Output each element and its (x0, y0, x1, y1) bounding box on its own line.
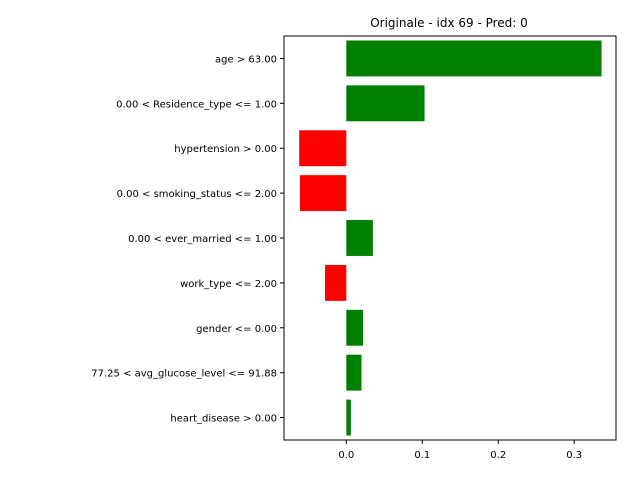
y-tick-label-2: hypertension > 0.00 (174, 144, 277, 155)
y-tick-label-5: work_type <= 2.00 (180, 279, 277, 290)
bars-group (299, 40, 602, 436)
chart-title: Originale - idx 69 - Pred: 0 (370, 16, 528, 30)
bar-1 (346, 85, 425, 122)
y-tick-label-7: 77.25 < avg_glucose_level <= 91.88 (91, 369, 277, 380)
x-ticks: 0.0 0.1 0.2 0.3 (338, 440, 582, 461)
plot-frame (283, 35, 617, 441)
x-tick-label-3: 0.3 (566, 450, 582, 461)
bar-0 (346, 40, 602, 77)
y-tick-label-8: heart_disease > 0.00 (170, 414, 277, 425)
x-tick-label-0: 0.0 (338, 450, 354, 461)
x-tick-label-1: 0.1 (414, 450, 430, 461)
bar-5 (325, 264, 347, 301)
y-tick-label-6: gender <= 0.00 (196, 324, 277, 335)
x-tick-label-2: 0.2 (490, 450, 506, 461)
y-tick-label-1: 0.00 < Residence_type <= 1.00 (116, 99, 277, 110)
bar-2 (299, 130, 347, 167)
y-tick-labels: age > 63.00 0.00 < Residence_type <= 1.00… (91, 54, 284, 425)
y-tick-label-4: 0.00 < ever_married <= 1.00 (128, 234, 277, 245)
bar-4 (346, 220, 373, 256)
y-tick-label-3: 0.00 < smoking_status <= 2.00 (117, 189, 277, 200)
y-tick-label-0: age > 63.00 (215, 54, 277, 65)
bar-6 (346, 309, 364, 346)
bar-7 (346, 354, 362, 391)
bar-8 (346, 399, 351, 436)
bar-3 (299, 175, 347, 212)
